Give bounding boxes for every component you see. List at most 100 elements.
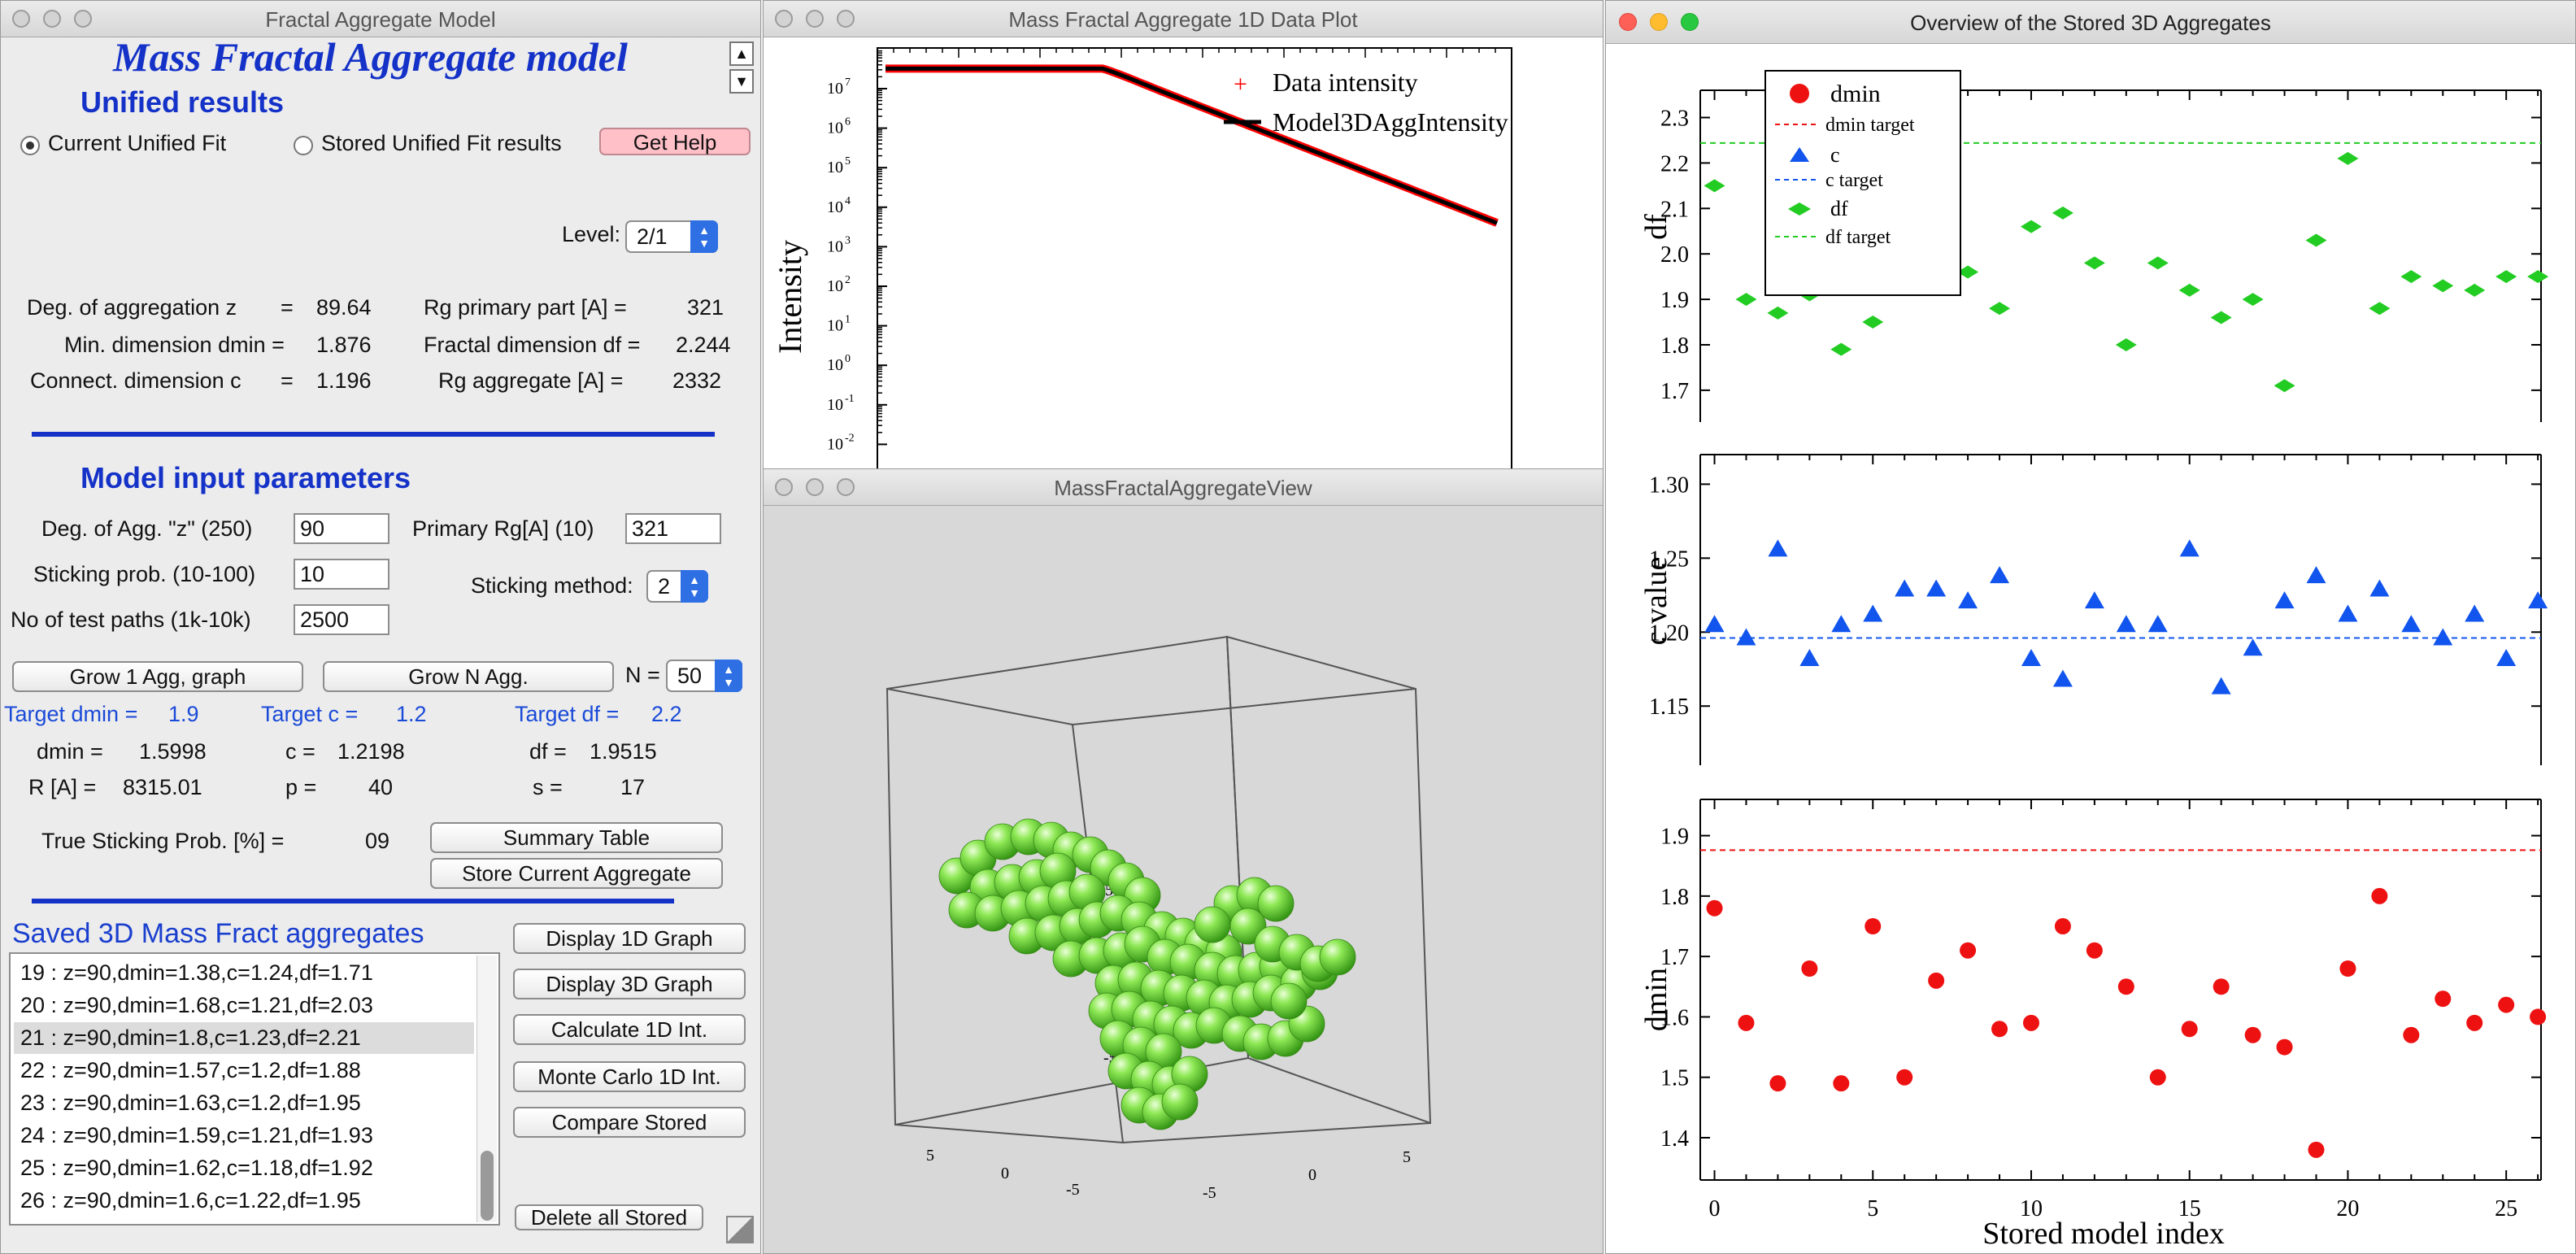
y-tick-label: 10 xyxy=(827,120,843,137)
y-tick-label: 1.9 xyxy=(1660,825,1689,850)
list-item-selected[interactable]: 21 : z=90,dmin=1.8,c=1.23,df=2.21 xyxy=(14,1022,474,1054)
close-button[interactable] xyxy=(12,10,30,28)
minimize-button[interactable] xyxy=(43,10,61,28)
n-select[interactable]: 50 ▲ ▼ xyxy=(666,660,742,692)
dmin-point xyxy=(2403,1026,2420,1043)
window-titlebar[interactable]: Fractal Aggregate Model xyxy=(1,1,760,37)
y-tick-label: 1.4 xyxy=(1660,1126,1689,1152)
y-tick-label: 1.7 xyxy=(1660,945,1689,970)
display-1d-graph-button[interactable]: Display 1D Graph xyxy=(513,923,746,954)
y-tick-label: 1.15 xyxy=(1649,694,1689,720)
minimize-button[interactable] xyxy=(806,10,824,28)
z-label: Deg. of aggregation z xyxy=(27,295,237,320)
dmin-point xyxy=(2022,1014,2039,1031)
true-sticking-label: True Sticking Prob. [%] = xyxy=(41,829,285,853)
display-3d-graph-button[interactable]: Display 3D Graph xyxy=(513,969,746,999)
calculate-1d-int-button[interactable]: Calculate 1D Int. xyxy=(513,1014,746,1045)
y-tick-label: 1.20 xyxy=(1649,620,1689,646)
df-point xyxy=(2337,151,2359,165)
scroll-down-icon[interactable]: ▼ xyxy=(729,69,754,94)
list-item[interactable]: 22 : z=90,dmin=1.57,c=1.2,df=1.88 xyxy=(20,1058,361,1082)
radio-current-unified-fit[interactable] xyxy=(20,136,40,155)
legend-df-marker xyxy=(1788,202,1811,216)
y-tick-exponent: 1 xyxy=(845,314,851,326)
get-help-button[interactable]: Get Help xyxy=(599,128,751,155)
list-item[interactable]: 19 : z=90,dmin=1.38,c=1.24,df=1.71 xyxy=(20,960,373,985)
grow-n-agg-button[interactable]: Grow N Agg. xyxy=(323,661,614,692)
p-value: 40 xyxy=(368,775,394,799)
rg-primary-label: Rg primary part [A] = xyxy=(424,295,627,320)
saved-aggregates-list[interactable]: 19 : z=90,dmin=1.38,c=1.24,df=1.71 20 : … xyxy=(9,952,500,1226)
agg-z-input[interactable]: 90 xyxy=(294,513,389,544)
close-button[interactable] xyxy=(775,10,793,28)
summary-table-button[interactable]: Summary Table xyxy=(430,822,723,853)
monte-carlo-1d-int-button[interactable]: Monte Carlo 1D Int. xyxy=(513,1061,746,1092)
dmin-point xyxy=(2371,887,2388,904)
c-point xyxy=(1704,615,1725,633)
zoom-button[interactable] xyxy=(1681,13,1699,31)
y-tick-label: 10 xyxy=(827,435,843,453)
c-value: 1.196 xyxy=(316,368,372,393)
scroll-up-icon[interactable]: ▲ xyxy=(729,41,754,66)
delete-all-stored-button[interactable]: Delete all Stored xyxy=(515,1204,703,1230)
close-button[interactable] xyxy=(775,478,793,496)
list-item[interactable]: 23 : z=90,dmin=1.63,c=1.2,df=1.95 xyxy=(20,1091,361,1115)
c-point xyxy=(2021,649,2041,667)
axis-tick-label: 5 xyxy=(1403,1148,1411,1166)
y-tick-label: 10 xyxy=(827,356,843,374)
y-tick-label: 10 xyxy=(827,396,843,414)
list-item[interactable]: 26 : z=90,dmin=1.6,c=1.22,df=1.95 xyxy=(20,1188,361,1213)
r-value: 8315.01 xyxy=(123,775,202,799)
list-scrollbar-thumb[interactable] xyxy=(481,1151,494,1221)
close-button[interactable] xyxy=(1619,13,1637,31)
grow-1-agg-button[interactable]: Grow 1 Agg, graph xyxy=(12,661,303,692)
y-tick-exponent: -1 xyxy=(845,393,855,405)
sticking-prob-input[interactable]: 10 xyxy=(294,559,389,590)
list-item[interactable]: 25 : z=90,dmin=1.62,c=1.18,df=1.92 xyxy=(20,1156,373,1180)
y-axis-label: Intensity xyxy=(772,240,808,354)
y-tick-label: 2.1 xyxy=(1660,197,1689,222)
cur-df-label: df = xyxy=(529,739,567,764)
zoom-button[interactable] xyxy=(837,478,855,496)
primary-rg-input[interactable]: 321 xyxy=(625,513,721,544)
level-select[interactable]: 2/1 ▲ ▼ xyxy=(625,220,718,253)
sticking-method-value: 2 xyxy=(658,574,671,599)
x-tick-label: 10 xyxy=(2020,1196,2043,1221)
compare-stored-button[interactable]: Compare Stored xyxy=(513,1107,746,1138)
cur-dmin-label: dmin = xyxy=(37,739,103,764)
test-paths-input[interactable]: 2500 xyxy=(294,604,389,635)
aggregate-3d-scene[interactable]: 5 0 -5 5 0 -5 -5 0 5 xyxy=(764,505,1603,1253)
dmin-value: 1.876 xyxy=(316,333,372,357)
radio-stored-unified-fit[interactable] xyxy=(294,136,313,155)
x-tick-label: 15 xyxy=(2178,1196,2201,1221)
minimize-button[interactable] xyxy=(806,478,824,496)
sticking-method-select[interactable]: 2 ▲ ▼ xyxy=(646,570,708,603)
window-title: Fractal Aggregate Model xyxy=(265,7,496,32)
y-tick-exponent: 7 xyxy=(845,76,851,89)
legend-df-label: df xyxy=(1830,197,1848,220)
c-point xyxy=(1736,628,1756,646)
y-tick-label: 10 xyxy=(827,237,843,255)
y-tick-exponent: 6 xyxy=(845,116,851,128)
sphere xyxy=(1319,938,1356,976)
store-current-aggregate-button[interactable]: Store Current Aggregate xyxy=(430,858,723,889)
target-df-label: Target df = xyxy=(515,702,620,726)
df-point xyxy=(1989,302,2011,316)
window-titlebar[interactable]: Mass Fractal Aggregate 1D Data Plot xyxy=(764,1,1603,37)
list-item[interactable]: 24 : z=90,dmin=1.59,c=1.21,df=1.93 xyxy=(20,1123,373,1147)
dmin-point xyxy=(2213,978,2230,995)
dmin-point xyxy=(2339,960,2356,977)
dmin-point xyxy=(2466,1014,2483,1031)
unified-results-heading: Unified results xyxy=(80,85,285,119)
resize-grip-icon[interactable] xyxy=(726,1216,754,1243)
window-titlebar[interactable]: MassFractalAggregateView xyxy=(764,469,1603,506)
zoom-button[interactable] xyxy=(837,10,855,28)
dmin-label: Min. dimension dmin = xyxy=(64,333,285,357)
list-item[interactable]: 20 : z=90,dmin=1.68,c=1.21,df=2.03 xyxy=(20,993,373,1017)
df-point xyxy=(2178,283,2200,297)
window-titlebar[interactable]: Overview of the Stored 3D Aggregates xyxy=(1606,1,2575,44)
zoom-button[interactable] xyxy=(74,10,92,28)
minimize-button[interactable] xyxy=(1650,13,1668,31)
cur-c-value: 1.2198 xyxy=(337,739,405,764)
dmin-point xyxy=(1738,1014,1755,1031)
